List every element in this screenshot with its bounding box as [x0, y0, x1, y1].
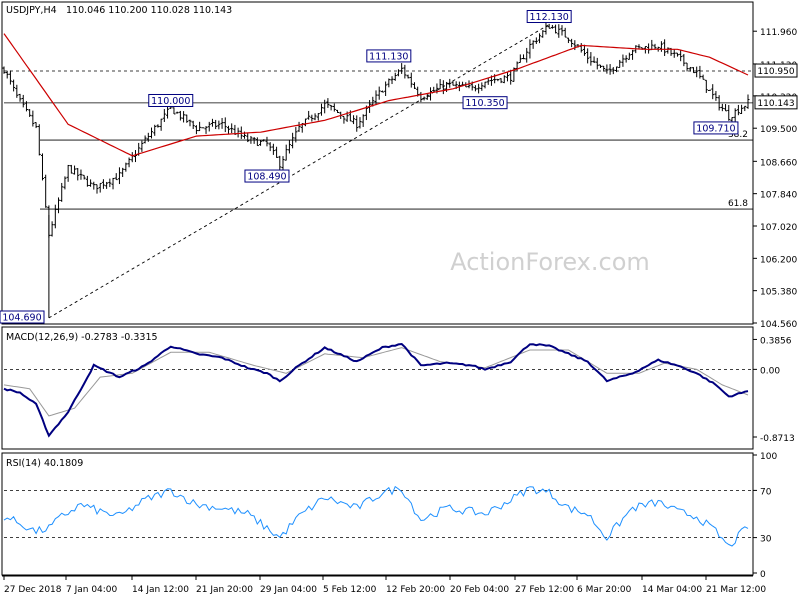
macd-title: MACD(12,26,9) -0.2783 -0.3315 [6, 332, 158, 343]
swing-label: 110.350 [465, 98, 504, 109]
macd-y-tick-label: -0.8713 [760, 434, 795, 444]
x-tick-label: 6 Mar 20:00 [577, 585, 632, 595]
price-chart-ohlc: 110.046 110.200 110.028 110.143 [66, 5, 232, 16]
swing-label: 112.130 [530, 12, 569, 23]
rsi-y-tick-label: 0 [760, 570, 766, 580]
x-tick-label: 14 Mar 04:00 [642, 585, 702, 595]
price-y-tick-label: 111.960 [760, 28, 797, 38]
x-tick-label: 14 Jan 12:00 [132, 585, 189, 595]
x-tick-label: 27 Feb 12:00 [515, 585, 574, 595]
macd-y-tick-label: 0.3856 [760, 336, 792, 346]
price-y-tick-label: 105.380 [760, 288, 797, 298]
price-y-tick-label: 107.020 [760, 223, 797, 233]
price-y-tick-label: 108.660 [760, 158, 797, 168]
x-tick-label: 7 Jan 04:00 [66, 585, 118, 595]
watermark: ActionForex.com [450, 248, 650, 276]
swing-label: 110.000 [151, 96, 190, 107]
price-y-tick-label: 109.500 [760, 125, 797, 135]
fib-label: 61.8 [728, 199, 748, 209]
x-tick-label: 27 Dec 2018 [4, 585, 62, 595]
x-tick-label: 12 Feb 20:00 [386, 585, 445, 595]
price-chart-symbol: USDJPY,H4 [6, 5, 57, 16]
swing-label: 111.130 [369, 51, 408, 62]
macd-y-tick-label: 0.00 [760, 366, 780, 376]
x-tick-label: 21 Mar 12:00 [706, 585, 766, 595]
price-y-tick-label: 107.840 [760, 191, 797, 201]
x-tick-label: 5 Feb 12:00 [323, 585, 377, 595]
rsi-y-tick-label: 30 [760, 535, 772, 545]
x-tick-label: 20 Feb 04:00 [450, 585, 509, 595]
rsi-title: RSI(14) 40.1809 [6, 458, 83, 469]
price-marker-label: 110.143 [757, 99, 794, 109]
swing-label: 104.690 [2, 313, 41, 324]
rsi-y-tick-label: 70 [760, 487, 772, 497]
price-y-tick-label: 106.200 [760, 255, 797, 265]
x-tick-label: 21 Jan 20:00 [196, 585, 253, 595]
x-tick-label: 29 Jan 04:00 [260, 585, 317, 595]
swing-label: 109.710 [696, 123, 735, 134]
price-marker-label: 110.950 [757, 67, 794, 77]
price-y-tick-label: 104.560 [760, 320, 797, 330]
rsi-y-tick-label: 100 [760, 452, 777, 462]
candle [708, 90, 711, 91]
swing-label: 108.490 [247, 172, 286, 183]
